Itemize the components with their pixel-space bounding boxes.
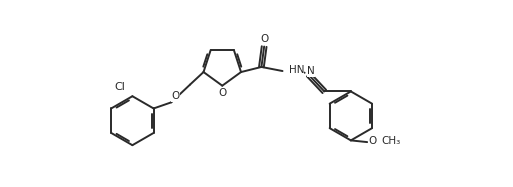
Text: O: O (219, 88, 227, 98)
Text: O: O (261, 34, 269, 44)
Text: N: N (307, 66, 315, 76)
Text: HN: HN (289, 65, 304, 75)
Text: O: O (171, 91, 180, 101)
Text: O: O (368, 136, 377, 146)
Text: CH₃: CH₃ (382, 136, 401, 146)
Text: Cl: Cl (114, 82, 125, 92)
